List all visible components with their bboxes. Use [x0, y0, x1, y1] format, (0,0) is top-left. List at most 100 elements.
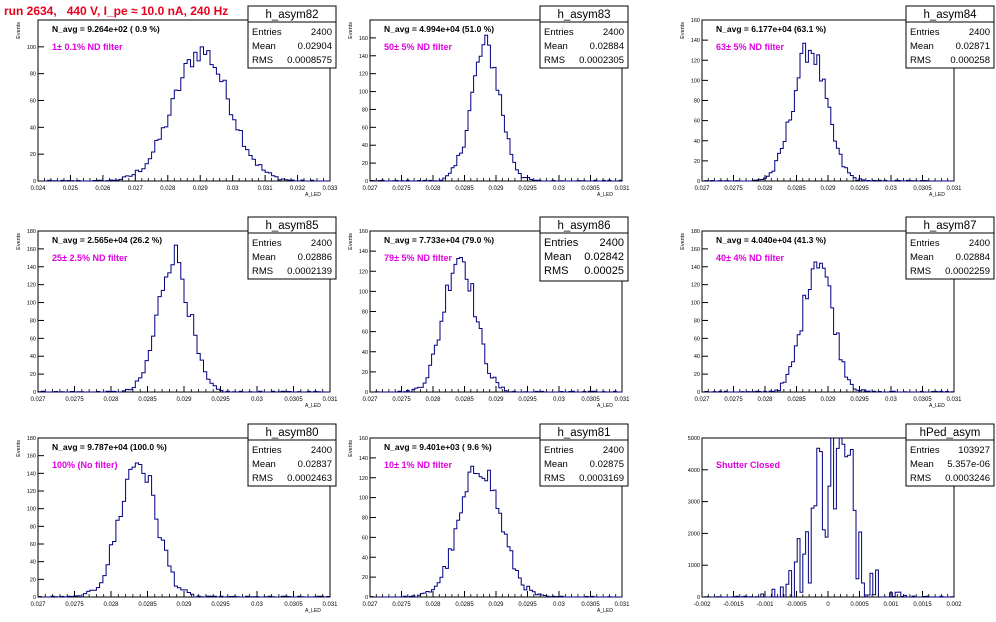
x-tick-label: 0.0305	[581, 397, 600, 403]
stats-entries-label: Entries	[544, 237, 579, 249]
stats-entries-label: Entries	[252, 445, 282, 456]
y-tick-label: 140	[359, 54, 368, 60]
x-tick-label: 0.028	[425, 186, 441, 192]
y-tick-label: 2000	[688, 531, 700, 537]
y-tick-label: 1000	[688, 563, 700, 569]
x-tick-label: 0.0305	[284, 397, 303, 403]
filter-label: 100% (No filter)	[52, 460, 118, 470]
x-tick-label: -0.002	[693, 602, 711, 608]
stats-rms-value: 0.000258	[950, 55, 990, 66]
filter-label: 10± 1% ND filter	[384, 460, 452, 470]
histogram-panel: 0.027 0.0275 0.028 0.0285 0.029 0.0295 0.03 0.0…	[680, 216, 995, 409]
histogram-panel: -0.002 -0.0015 -0.001 -0.0005 0 0.0005 0.001 0.…	[688, 423, 995, 608]
y-tick-label: 20	[30, 577, 36, 583]
x-axis-label: A_LED	[929, 192, 945, 198]
y-tick-label: 100	[691, 78, 700, 84]
filter-label: 63± 5% ND filter	[716, 42, 784, 52]
x-tick-label: 0.027	[128, 186, 144, 192]
navg-label: N_avg = 4.040e+04 (41.3 %)	[716, 235, 826, 245]
stats-mean-value: 0.02875	[590, 459, 624, 470]
y-tick-label: 60	[30, 99, 36, 105]
x-tick-label: 0.0005	[850, 602, 869, 608]
stats-mean-value: 0.02871	[956, 41, 990, 52]
y-tick-label: 60	[30, 542, 36, 548]
stats-rms-label: RMS	[910, 55, 931, 66]
stats-box	[247, 423, 337, 487]
x-tick-label: 0.031	[614, 186, 630, 192]
y-tick-label: 20	[362, 370, 368, 376]
y-tick-label: 3000	[688, 500, 700, 506]
histogram-panel: 0.027 0.0275 0.028 0.0285 0.029 0.0295 0.03 0.0…	[16, 423, 338, 614]
filter-label: 40± 4% ND filter	[716, 253, 784, 263]
y-tick-label: 160	[691, 247, 700, 253]
y-tick-label: 120	[359, 72, 368, 78]
y-tick-label: 60	[362, 535, 368, 541]
y-tick-label: 120	[691, 58, 700, 64]
x-tick-label: 0.027	[30, 397, 46, 403]
x-tick-label: 0.028	[103, 397, 119, 403]
x-tick-label: 0.032	[290, 186, 306, 192]
x-tick-label: 0.031	[614, 397, 630, 403]
stats-mean-value: 0.02904	[298, 41, 332, 52]
navg-label: N_avg = 9.787e+04 (100.0 %)	[52, 442, 167, 452]
x-tick-label: 0.001	[883, 602, 899, 608]
stats-rms-label: RMS	[910, 266, 931, 277]
y-tick-label: 20	[694, 372, 700, 378]
y-tick-label: 60	[694, 119, 700, 125]
x-tick-label: 0.029	[176, 602, 192, 608]
x-tick-label: -0.0015	[723, 602, 744, 608]
x-tick-label: 0.03	[553, 602, 565, 608]
y-axis-label: Events	[680, 22, 686, 39]
histogram-line	[370, 257, 622, 393]
y-tick-label: 100	[27, 301, 36, 307]
x-axis-label: A_LED	[597, 608, 613, 614]
y-tick-label: 160	[359, 36, 368, 42]
x-axis-label: A_LED	[929, 403, 945, 409]
x-tick-label: 0.031	[322, 397, 338, 403]
histogram-panel: 0.027 0.0275 0.028 0.0285 0.029 0.0295 0.03 0.0…	[16, 216, 338, 409]
histogram-panel: 0.027 0.0275 0.028 0.0285 0.029 0.0295 0.03 0.0…	[348, 423, 630, 614]
y-tick-label: 40	[30, 354, 36, 360]
stats-entries-value: 2400	[311, 238, 332, 249]
x-tick-label: 0.0275	[392, 602, 411, 608]
y-tick-label: 0	[365, 179, 368, 185]
x-tick-label: 0.0285	[787, 186, 806, 192]
stats-mean-label: Mean	[252, 459, 276, 470]
x-tick-label: 0.031	[322, 602, 338, 608]
y-tick-label: 80	[30, 524, 36, 530]
stats-mean-label: Mean	[910, 459, 934, 470]
histogram-panel: 0.024 0.025 0.026 0.027 0.028 0.029 0.03 0.031 0…	[16, 5, 338, 198]
y-tick-label: 40	[362, 143, 368, 149]
stats-box	[539, 5, 629, 69]
filter-label: 50± 5% ND filter	[384, 42, 452, 52]
y-tick-label: 160	[691, 18, 700, 24]
stats-entries-label: Entries	[252, 27, 282, 38]
stats-mean-label: Mean	[910, 252, 934, 263]
stats-entries-value: 2400	[311, 27, 332, 38]
y-tick-label: 80	[362, 310, 368, 316]
stats-rms-value: 0.0002139	[287, 266, 332, 277]
x-tick-label: 0.0275	[724, 397, 743, 403]
x-tick-label: 0.0285	[455, 602, 474, 608]
y-tick-label: 120	[27, 283, 36, 289]
histogram-line	[702, 261, 955, 393]
histogram-line	[702, 42, 954, 182]
y-axis-label: Events	[16, 440, 22, 457]
x-tick-label: 0.028	[425, 397, 441, 403]
stats-mean-value: 0.02842	[584, 251, 624, 263]
x-tick-label: 0.03	[251, 602, 263, 608]
hist-name: h_asym84	[923, 9, 977, 21]
stats-rms-label: RMS	[252, 266, 273, 277]
x-tick-label: 0.028	[103, 602, 119, 608]
x-tick-label: 0.0285	[138, 602, 157, 608]
x-tick-label: 0.0295	[518, 397, 537, 403]
x-tick-label: 0.0275	[392, 397, 411, 403]
x-tick-label: 0.0305	[581, 602, 600, 608]
hist-name: h_asym87	[923, 220, 976, 232]
x-tick-label: -0.0005	[786, 602, 807, 608]
x-tick-label: 0.002	[946, 602, 962, 608]
y-tick-label: 4000	[688, 468, 700, 474]
stats-box	[905, 216, 995, 280]
hist-name: h_asym86	[557, 220, 610, 232]
histogram-panel: 0.027 0.0275 0.028 0.0285 0.029 0.0295 0.03 0.0…	[348, 5, 630, 198]
